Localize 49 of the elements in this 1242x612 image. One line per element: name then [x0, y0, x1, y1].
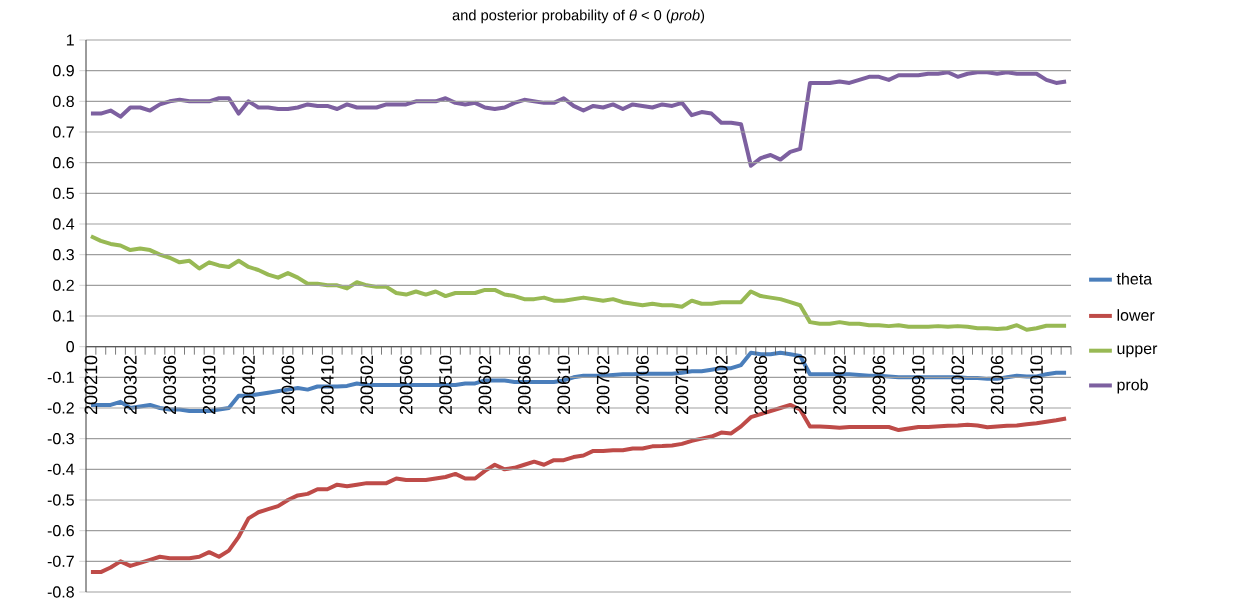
y-tick-label: 0.4	[53, 218, 75, 230]
y-tick-label: 0.5	[53, 187, 74, 199]
y-tick-label: -0.6	[47, 525, 74, 537]
x-tick-label: 200506	[399, 355, 413, 415]
legend-label: upper	[1117, 345, 1158, 358]
y-tick-label: -0.7	[47, 555, 74, 567]
x-tick-label: 200402	[242, 355, 255, 415]
y-tick-label: -0.3	[47, 433, 74, 445]
x-tick-label: 200510	[439, 355, 452, 415]
x-tick-label: 200906	[872, 355, 886, 415]
y-tick-label: -0.1	[47, 371, 74, 383]
y-tick-label: 1	[66, 34, 74, 46]
x-tick-label: 201010	[1030, 355, 1043, 415]
x-tick-label: 200306	[163, 355, 177, 415]
y-tick-label: -0.4	[47, 463, 75, 475]
x-tick-label: 200810	[793, 355, 807, 415]
y-tick-label: 0.9	[53, 65, 74, 77]
y-tick-label: -0.5	[47, 494, 74, 506]
x-tick-label: 200602	[478, 355, 492, 415]
y-tick-label: -0.8	[47, 586, 74, 598]
legend-label: prob	[1117, 378, 1148, 394]
x-tick-label: 200710	[675, 355, 689, 415]
chart-title: and posterior probability of θ < 0 (prob)	[452, 9, 705, 24]
x-tick-label: 200302	[123, 355, 137, 415]
x-tick-label: 200706	[636, 355, 649, 415]
x-tick-label: 200406	[281, 355, 295, 415]
legend-label: theta	[1116, 272, 1153, 285]
x-tick-label: 201002	[951, 355, 965, 415]
y-tick-label: 0.1	[53, 310, 74, 322]
y-tick-label: 0.8	[53, 95, 74, 107]
x-tick-label: 200910	[911, 355, 925, 415]
y-tick-label: 0.2	[53, 279, 74, 291]
y-tick-label: -0.2	[47, 402, 74, 414]
x-tick-label: 200502	[360, 355, 374, 415]
x-tick-label: 200902	[833, 355, 846, 415]
x-tick-label: 200806	[754, 355, 768, 415]
x-tick-label: 200606	[517, 355, 531, 415]
x-tick-label: 200410	[320, 355, 334, 415]
y-tick-label: 0.7	[53, 126, 74, 138]
x-tick-label: 200310	[202, 355, 216, 415]
legend-label: lower	[1117, 309, 1155, 321]
x-tick-label: 200210	[84, 355, 98, 415]
x-tick-label: 200802	[714, 355, 728, 415]
x-tick-label: 200702	[596, 355, 610, 415]
y-tick-label: 0	[66, 341, 75, 353]
x-tick-label: 201006	[990, 355, 1004, 415]
y-tick-label: 0.6	[53, 157, 74, 169]
x-tick-label: 200610	[557, 355, 571, 415]
y-tick-label: 0.3	[53, 249, 74, 261]
